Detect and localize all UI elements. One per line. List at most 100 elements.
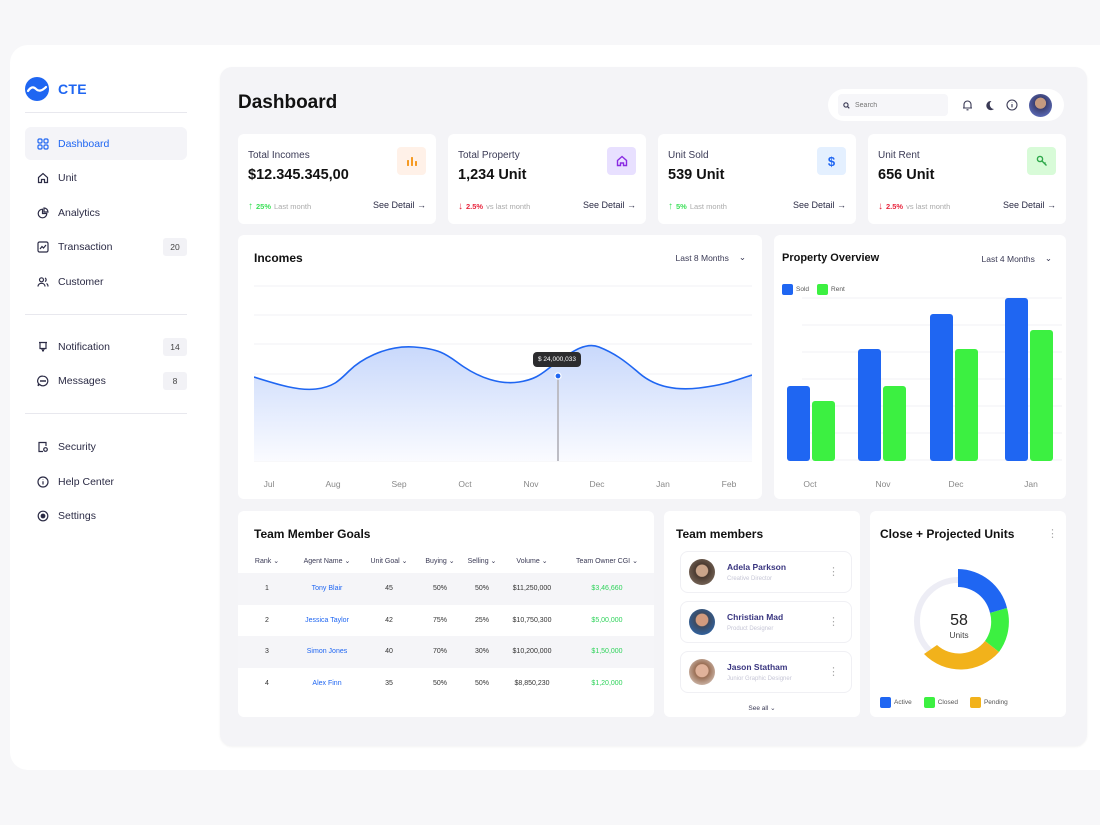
sidebar-item-security[interactable]: Security: [25, 431, 187, 464]
sidebar-item-unit[interactable]: Unit: [25, 162, 187, 195]
column-header-volume[interactable]: Volume ⌄: [516, 558, 548, 565]
sidebar-item-help-center[interactable]: Help Center: [25, 465, 187, 498]
sidebar-item-settings[interactable]: Settings: [25, 500, 187, 533]
transaction-count-badge: 20: [163, 238, 187, 256]
incomes-area-chart: [254, 285, 752, 462]
column-header-rank[interactable]: Rank ⌄: [254, 558, 280, 565]
sidebar-item-dashboard[interactable]: Dashboard: [25, 127, 187, 160]
moon-icon[interactable]: [984, 100, 995, 111]
property-range-dropdown[interactable]: Last 4 Months ⌄: [981, 253, 1052, 264]
see-detail-link[interactable]: See Detail →: [792, 200, 846, 210]
table-row[interactable]: 2 Jessica Taylor 42 75% 25% $10,750,300 $5,00,…: [265, 616, 623, 624]
see-detail-link[interactable]: See Detail →: [372, 200, 426, 210]
x-axis-label: Dec: [948, 479, 964, 489]
team-goals-table: Rank ⌄ Agent Name ⌄ Unit Goal ⌄ Buying ⌄…: [238, 549, 654, 699]
column-header-team-owner-cgi[interactable]: Team Owner CGI ⌄: [576, 558, 638, 565]
arrow-down-icon: ↓: [458, 201, 463, 212]
more-options-icon[interactable]: ⋮: [828, 616, 839, 628]
x-axis-label: Aug: [325, 479, 341, 489]
info-icon: [36, 475, 49, 488]
sidebar-item-messages[interactable]: Messages 8: [25, 365, 187, 398]
column-header-unit-goal[interactable]: Unit Goal ⌄: [370, 558, 408, 565]
legend-item-active: Active: [880, 697, 912, 708]
pie-chart-icon: [36, 206, 49, 219]
sidebar: CTE Dashboard Unit Analytics Transaction…: [25, 75, 187, 534]
property-bar-chart: [787, 297, 1062, 461]
table-row[interactable]: 1 Tony Blair 45 50% 50% $11,250,000 $3,46,660: [238, 573, 654, 605]
incomes-chart-card: Incomes Last 8 Months ⌄ $ 24,000,033 Jul …: [238, 235, 762, 499]
team-member-item[interactable]: Adela Parkson Creative Director ⋮: [680, 551, 852, 593]
legend-item-pending: Pending: [969, 697, 1008, 708]
legend-item-rent: Rent: [817, 284, 845, 295]
stat-card-total-property: Total Property 1,234 Unit ↓ 2.5% vs last m…: [448, 134, 646, 224]
logo-wave-icon: [25, 77, 49, 101]
search-input[interactable]: [855, 101, 935, 109]
projected-units-card: Close + Projected Units ⋮ 58 Units Activ…: [870, 511, 1066, 717]
stat-title: Total Property: [458, 150, 520, 161]
bell-icon[interactable]: [962, 99, 973, 111]
stat-value: 656 Unit: [878, 167, 935, 183]
team-members-card: Team members Adela Parkson Creative Direc…: [664, 511, 860, 717]
house-icon: [607, 147, 636, 175]
notification-count-badge: 14: [163, 337, 187, 356]
see-all-link[interactable]: See all ⌄: [748, 705, 776, 712]
sidebar-item-label: Messages: [58, 375, 106, 387]
legend-item-sold: Sold: [782, 284, 809, 295]
sidebar-item-label: Analytics: [58, 206, 101, 219]
users-icon: [36, 275, 49, 288]
more-options-icon[interactable]: ⋮: [1047, 528, 1058, 540]
see-detail-link[interactable]: See Detail →: [1002, 200, 1056, 210]
table-row[interactable]: 4 Alex Finn 35 50% 50% $8,850,230 $1,20,000: [265, 679, 623, 687]
stat-change: ↑ 25% Last month: [248, 201, 312, 212]
units-donut-chart: [914, 569, 1009, 670]
sidebar-item-label: Settings: [58, 510, 96, 522]
sidebar-nav-settings: Security Help Center Settings: [25, 431, 187, 533]
user-avatar[interactable]: [1029, 93, 1052, 117]
sidebar-item-label: Customer: [58, 275, 104, 288]
x-axis-label: Jul: [263, 479, 275, 489]
see-detail-link[interactable]: See Detail →: [582, 200, 636, 210]
trend-chart-icon: [36, 241, 49, 254]
avatar: [689, 659, 715, 685]
column-header-selling[interactable]: Selling ⌄: [467, 558, 497, 565]
info-icon[interactable]: [1006, 99, 1018, 111]
team-member-item[interactable]: Christian Mad Product Designer ⋮: [680, 601, 852, 643]
stat-card-unit-sold: Unit Sold 539 Unit $ ↑ 5% Last month See D…: [658, 134, 856, 224]
arrow-up-icon: ↑: [668, 201, 673, 212]
stat-title: Total Incomes: [248, 150, 310, 161]
avatar: [689, 609, 715, 635]
team-member-item[interactable]: Jason Statham Junior Graphic Designer ⋮: [680, 651, 852, 693]
column-header-buying[interactable]: Buying ⌄: [425, 558, 455, 565]
home-icon: [36, 172, 49, 185]
incomes-range-dropdown[interactable]: Last 8 Months ⌄: [675, 252, 746, 263]
messages-count-badge: 8: [163, 372, 187, 390]
sidebar-item-analytics[interactable]: Analytics: [25, 196, 187, 229]
divider: [25, 112, 187, 113]
search-box[interactable]: [838, 94, 948, 116]
bar-chart-icon: [397, 147, 426, 175]
team-title: Team members: [676, 527, 764, 541]
more-options-icon[interactable]: ⋮: [828, 566, 839, 578]
column-header-agent-name[interactable]: Agent Name ⌄: [303, 558, 351, 565]
key-icon: [1027, 147, 1056, 175]
table-row[interactable]: 3 Simon Jones 40 70% 30% $10,200,000 $1,50,000: [238, 636, 654, 668]
stat-card-total-incomes: Total Incomes $12.345.345,00 ↑ 25% Last mo…: [238, 134, 436, 224]
brand-logo[interactable]: CTE: [25, 75, 187, 103]
property-title: Property Overview: [782, 252, 880, 264]
chart-tooltip: $ 24,000,033: [533, 352, 581, 367]
grid-icon: [36, 137, 49, 150]
chevron-down-icon: ⌄: [1044, 253, 1052, 263]
bell-icon: [36, 340, 49, 353]
divider: [25, 314, 187, 315]
arrow-down-icon: ↓: [878, 201, 883, 212]
more-options-icon[interactable]: ⋮: [828, 666, 839, 678]
team-goals-card: Team Member Goals Rank ⌄ Agent Name ⌄ Un…: [238, 511, 654, 717]
sidebar-item-transaction[interactable]: Transaction 20: [25, 231, 187, 264]
stat-change: ↓ 2.5% vs last month: [458, 201, 531, 212]
property-overview-card: Property Overview Last 4 Months ⌄ Sold Re…: [774, 235, 1066, 499]
sidebar-item-customer[interactable]: Customer: [25, 265, 187, 298]
x-axis-label: Jan: [1024, 479, 1038, 489]
dollar-icon: $: [817, 147, 846, 175]
sidebar-item-notification[interactable]: Notification 14: [25, 330, 187, 363]
incomes-title: Incomes: [254, 251, 303, 265]
